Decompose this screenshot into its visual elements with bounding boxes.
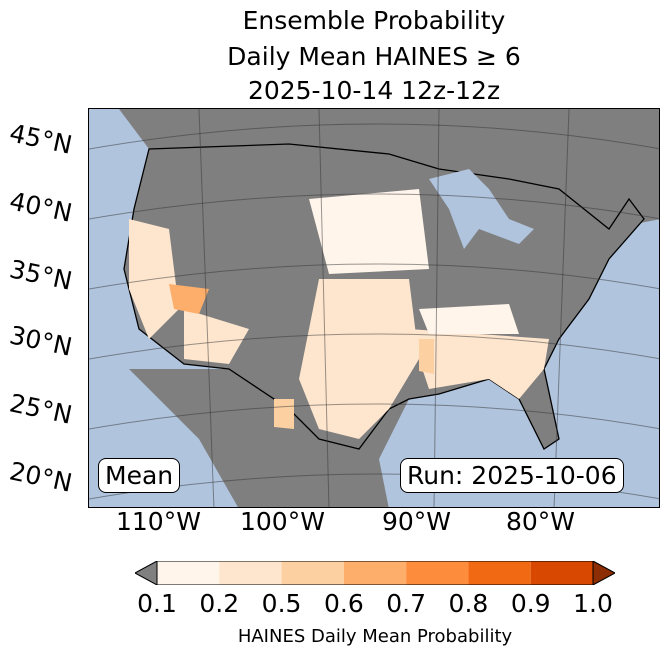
colorbar-under-arrow	[135, 561, 158, 585]
lon-label: 90°W	[382, 507, 452, 536]
lon-label: 100°W	[240, 507, 325, 536]
title-line2: Daily Mean HAINES ≥ 6	[227, 42, 521, 71]
lon-label: 80°W	[506, 507, 576, 536]
colorbar	[135, 561, 615, 585]
colorbar-over-arrow	[592, 561, 615, 585]
colorbar-tick-label: 0.2	[199, 589, 240, 618]
colorbar-segment	[219, 561, 282, 585]
colorbar-tick-label: 0.8	[448, 589, 489, 618]
map-svg	[89, 109, 659, 507]
lat-label: 35°N	[6, 254, 75, 296]
colorbar-tick-label: 1.0	[573, 589, 613, 618]
lat-label: 20°N	[6, 456, 75, 498]
lat-label: 30°N	[6, 320, 75, 362]
lon-label: 110°W	[116, 507, 201, 536]
mean-label: Mean	[98, 458, 181, 493]
map-panel	[88, 108, 660, 508]
title-line3: 2025-10-14 12z-12z	[247, 76, 501, 105]
colorbar-tick-label: 0.9	[510, 589, 551, 618]
great-lakes	[429, 169, 534, 249]
colorbar-tick-label: 0.5	[261, 589, 302, 618]
colorbar-segment	[406, 561, 469, 585]
land-canada	[119, 109, 659, 229]
colorbar-segment	[468, 561, 531, 585]
run-label: Run: 2025-10-06	[400, 458, 624, 493]
colorbar-segment	[343, 561, 407, 585]
title-line1: Ensemble Probability	[242, 6, 506, 35]
lat-label: 25°N	[6, 388, 75, 430]
colorbar-outline	[156, 561, 594, 585]
lat-label: 45°N	[6, 118, 75, 160]
colorbar-tick-label: 0.7	[386, 589, 427, 618]
colorbar-tick-label: 0.1	[137, 589, 177, 618]
colorbar-label: HAINES Daily Mean Probability	[237, 626, 513, 647]
land-mexico	[129, 369, 409, 507]
colorbar-tick-label: 0.6	[323, 589, 364, 618]
colorbar-segment	[530, 561, 593, 585]
colorbar-segment	[281, 561, 344, 585]
lat-label: 40°N	[6, 186, 75, 228]
colorbar-segment	[157, 561, 220, 585]
